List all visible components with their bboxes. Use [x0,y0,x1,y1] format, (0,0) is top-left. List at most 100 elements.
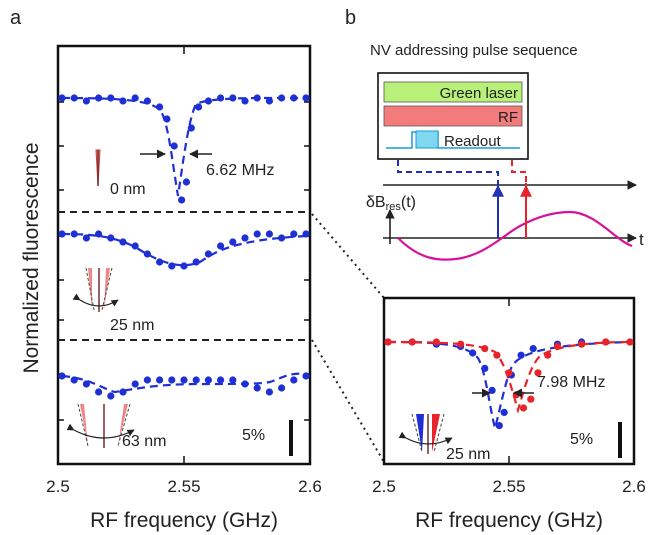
data-point-blue [168,262,176,270]
sep-label-25nm: 25 nm [110,317,154,334]
data-point-blue [107,234,115,242]
data-point-red [384,338,392,346]
readout-pulse [415,130,439,149]
data-point-blue [82,97,90,105]
panel-b-label: b [345,7,356,29]
data-point-blue [241,380,249,388]
data-point-red [432,338,440,346]
data-point-blue [82,380,90,388]
data-point-blue [95,388,103,396]
data-point-blue [302,230,310,238]
data-point-blue [70,376,78,384]
data-point-red [544,351,552,359]
data-point-blue [469,349,477,357]
x-axis-label-b: RF frequency (GHz) [415,509,603,532]
legend-green-label: Green laser [440,85,518,102]
tick-label-a-3: 2.6 [298,477,322,496]
data-point-blue [265,230,273,238]
data-point-blue [500,408,508,416]
data-point-blue [290,376,298,384]
data-point-blue [229,94,237,102]
data-point-blue [58,230,66,238]
legend-rf-label: RF [498,109,518,126]
data-point-blue [529,345,537,353]
panel-a-ticks [57,46,311,464]
tick-label-b-3: 2.6 [622,477,646,496]
data-point-red [527,395,535,403]
data-point-blue [70,230,78,238]
tip-icon-25nm [72,267,119,312]
data-point-blue [204,250,212,258]
tip-icon-63nm [66,403,135,448]
data-point-blue [253,384,261,392]
scale-label-a: 5% [242,427,265,444]
data-point-blue [217,376,225,384]
data-point-blue [302,372,310,380]
legend-readout-label: Readout [444,133,502,150]
data-point-blue [180,376,188,384]
data-point-blue [278,94,286,102]
data-point-blue [253,94,261,102]
panel-b-ticks [383,298,635,464]
data-point-blue [229,238,237,246]
data-point-blue [119,238,127,246]
data-point-blue [95,94,103,102]
data-point-blue [131,94,139,102]
data-point-blue [156,258,164,266]
data-point-red [578,340,586,348]
sep-label-0nm: 0 nm [110,181,146,198]
data-point-blue [107,94,115,102]
legend-rf-box [383,105,523,127]
data-point-blue [187,124,195,132]
data-point-blue [119,388,127,396]
zoom-line-lower [311,339,385,463]
data-point-blue [168,376,176,384]
x-axis-label-a: RF frequency (GHz) [90,509,278,532]
data-point-blue [143,250,151,258]
db-label: δBres(t) [366,194,416,213]
data-point-blue [156,376,164,384]
panel-a-frame [56,44,312,466]
data-point-blue [143,97,151,105]
sine-wave [397,210,633,261]
y-axis-label: Normalized fluorescence [20,142,43,373]
fit-curve-middle [61,232,307,267]
data-point-blue [58,372,66,380]
fit-curve-top [61,96,307,197]
data-point-blue [290,230,298,238]
data-point-blue [278,234,286,242]
tick-label-b-2: 2.55 [492,477,525,496]
data-point-blue [82,234,90,242]
data-point-blue [192,258,200,266]
data-point-red [408,338,416,346]
dots-top [58,94,310,204]
data-point-red [519,404,528,412]
data-point-blue [180,262,188,270]
data-point-red [457,340,465,348]
data-point-red [505,369,513,377]
data-point-blue [290,94,298,102]
data-point-blue [156,103,164,111]
data-point-blue [182,178,190,186]
data-point-blue [229,376,237,384]
scale-bar-b [618,422,622,458]
tip-icon-inset [398,413,453,454]
data-point-blue [302,94,310,102]
data-point-blue [217,242,225,250]
dots-bottom [58,372,310,400]
data-point-blue [265,97,273,105]
data-point-blue [170,142,178,150]
data-point-blue [95,230,103,238]
data-point-blue [241,234,249,242]
fit-curve-inset-red [387,340,631,414]
data-point-blue [265,388,273,396]
data-point-red [493,351,501,359]
data-point-blue [204,97,212,105]
data-point-red [534,369,542,377]
data-point-blue [131,380,139,388]
data-point-blue [192,376,200,384]
fit-curve-inset-blue [387,340,631,433]
linewidth-label-b: 7.98 MHz [537,374,605,391]
data-point-blue [143,376,151,384]
